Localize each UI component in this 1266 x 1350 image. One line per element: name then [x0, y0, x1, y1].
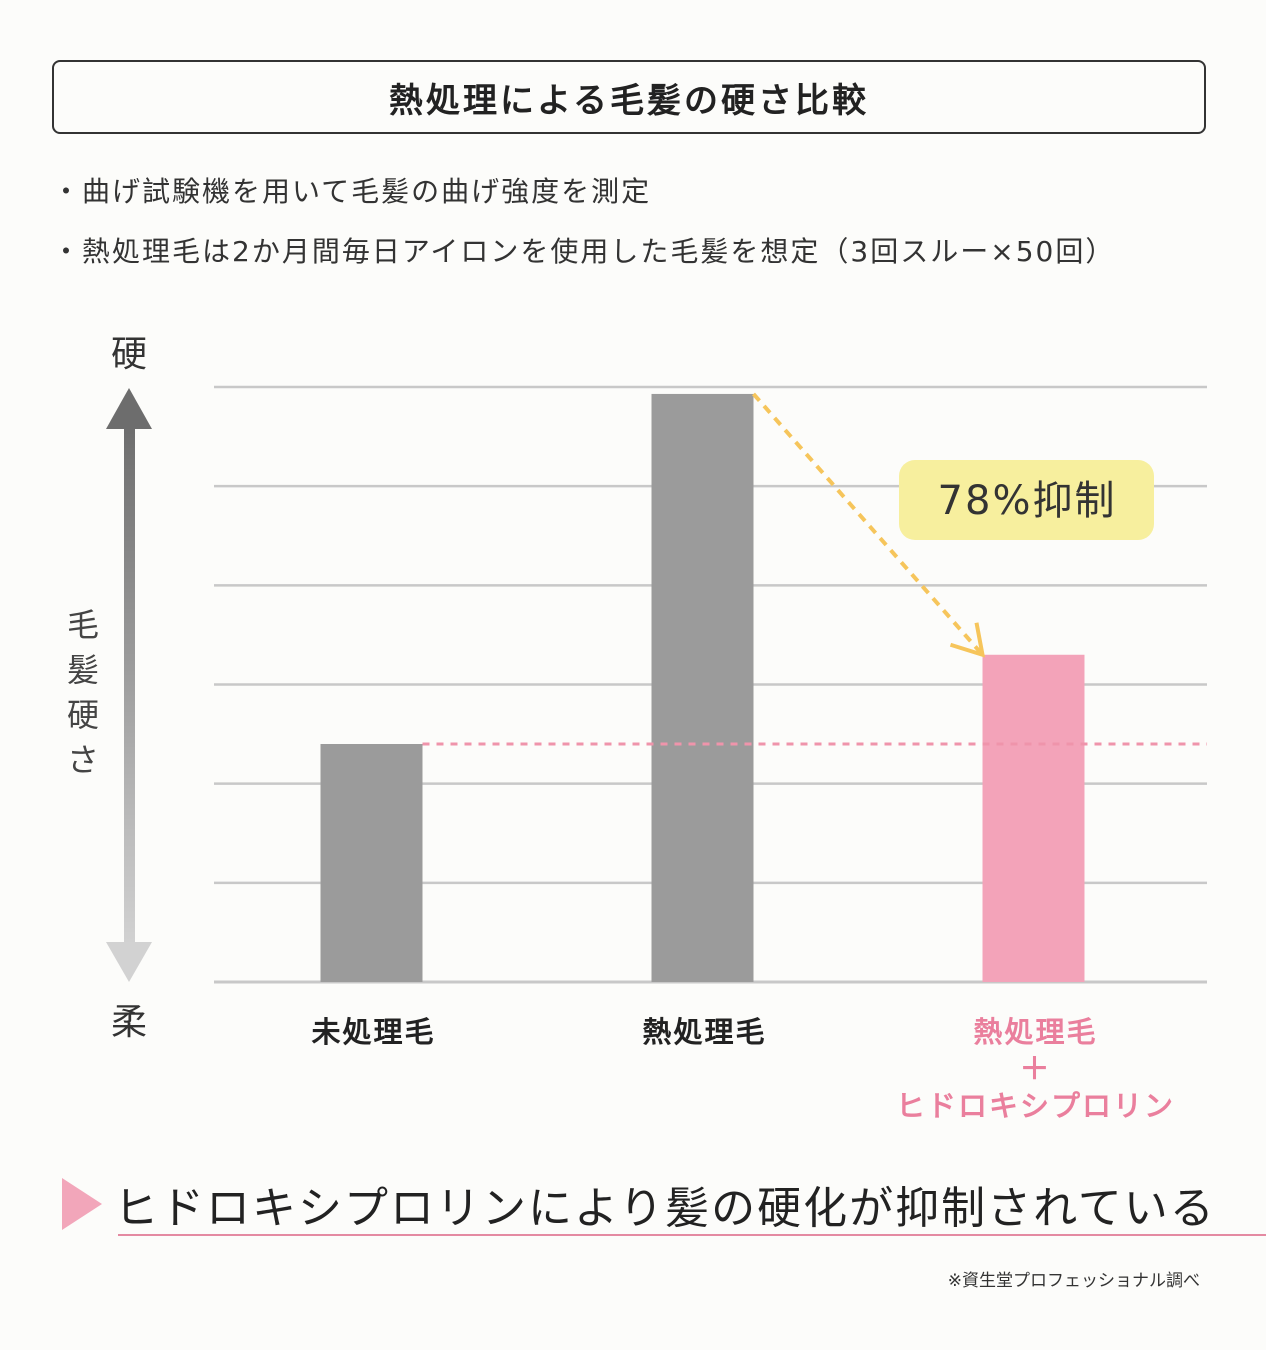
conclusion-text: ヒドロキシプロリンにより髪の硬化が抑制されている	[114, 1183, 1216, 1234]
source-footnote: ※資生堂プロフェッショナル調べ	[947, 1271, 1200, 1291]
category-label: 未処理毛	[311, 1015, 435, 1049]
axis-bottom-label: 柔	[111, 1002, 147, 1043]
category-label: ヒドロキシプロリン	[896, 1089, 1175, 1123]
category-label: 熱処理毛	[973, 1015, 1097, 1049]
note-measurement: ・曲げ試験機を用いて毛髪の曲げ強度を測定	[52, 175, 652, 208]
bar	[320, 744, 423, 982]
y-axis-label-char: 硬	[67, 696, 99, 734]
bar	[651, 393, 754, 983]
category-label: 熱処理毛	[642, 1015, 766, 1049]
axis-top-label: 硬	[111, 334, 147, 375]
y-axis-label-char: 毛	[67, 606, 99, 644]
callout-box	[899, 460, 1154, 540]
axis-arrow-shaft	[124, 426, 135, 946]
down-arrow-icon	[106, 942, 152, 982]
chart-title: 熱処理による毛髪の硬さ比較	[52, 60, 1206, 134]
bar	[982, 654, 1085, 982]
callout-label: 78%抑制	[938, 478, 1117, 524]
reduction-arrow-line	[751, 392, 985, 657]
triangle-marker-icon	[62, 1178, 102, 1230]
arrowhead-icon	[949, 622, 986, 658]
y-axis-label-char: さ	[67, 741, 99, 779]
up-arrow-icon	[106, 388, 152, 429]
conclusion-banner: ヒドロキシプロリンにより髪の硬化が抑制されている	[62, 1172, 1266, 1238]
category-label: ＋	[1020, 1052, 1052, 1087]
y-axis-label-char: 髪	[67, 651, 99, 689]
conclusion-underline	[118, 1234, 1266, 1236]
note-heat-treatment: ・熱処理毛は2か月間毎日アイロンを使用した毛髪を想定（3回スルー×50回）	[52, 235, 1116, 268]
